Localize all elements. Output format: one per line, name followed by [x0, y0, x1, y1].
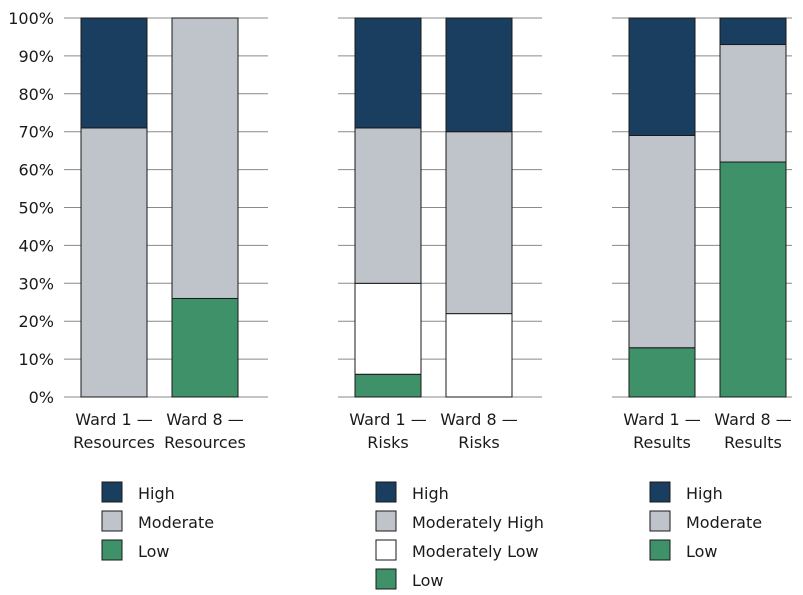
- legend-swatch-moderate: [649, 510, 671, 532]
- y-tick-label: 40%: [18, 236, 54, 255]
- category-label: Ward 8 —: [166, 410, 243, 429]
- legend-label: Low: [412, 571, 444, 590]
- legends: High Moderate Low High Moderately High Modera…: [101, 481, 762, 590]
- y-tick-label: 10%: [18, 350, 54, 369]
- bar-segment-low: [354, 373, 422, 398]
- legend-swatch-low: [375, 568, 397, 590]
- legend-label: High: [412, 484, 449, 503]
- legend-swatch-high: [649, 481, 671, 503]
- legend-swatch-high: [375, 481, 397, 503]
- legend-swatch-moderate: [101, 510, 123, 532]
- bar-segment-moderately-high: [354, 127, 422, 284]
- bar-segment-high: [628, 17, 696, 136]
- bar-segment-low: [719, 161, 787, 398]
- bar-segment-moderate: [719, 44, 787, 163]
- category-label: Risks: [367, 433, 409, 452]
- bar-segment-moderately-low: [445, 313, 513, 398]
- bar-segment-low: [628, 347, 696, 398]
- category-label: Results: [633, 433, 691, 452]
- y-tick-label: 30%: [18, 274, 54, 293]
- category-label: Ward 8 —: [440, 410, 517, 429]
- legend-label: Low: [686, 542, 718, 561]
- legend-label: Moderate: [138, 513, 214, 532]
- category-label: Resources: [73, 433, 155, 452]
- category-label: Ward 1 —: [75, 410, 152, 429]
- category-label: Ward 8 —: [714, 410, 791, 429]
- legend-label: High: [686, 484, 723, 503]
- bar-segment-moderate: [171, 17, 239, 299]
- category-label: Resources: [164, 433, 246, 452]
- legend-label: High: [138, 484, 175, 503]
- legend-label: Moderately Low: [412, 542, 539, 561]
- y-tick-label: 60%: [18, 161, 54, 180]
- legend-label: Moderately High: [412, 513, 544, 532]
- legend-swatch-moderately-low: [375, 539, 397, 561]
- y-tick-label: 0%: [29, 388, 54, 407]
- legend-swatch-low: [649, 539, 671, 561]
- bar-segment-moderate: [628, 134, 696, 349]
- y-tick-label: 50%: [18, 199, 54, 218]
- bar-segment-high: [80, 17, 148, 129]
- category-label: Risks: [458, 433, 500, 452]
- y-tick-label: 90%: [18, 47, 54, 66]
- bar-segment-high: [719, 17, 787, 46]
- category-labels: Ward 1 — Resources Ward 8 — Resources Ward 1…: [73, 410, 792, 452]
- legend-label: Moderate: [686, 513, 762, 532]
- legend-swatch-low: [101, 539, 123, 561]
- category-label: Ward 1 —: [349, 410, 426, 429]
- bars: [80, 17, 787, 398]
- y-tick-label: 70%: [18, 123, 54, 142]
- y-tick-label: 20%: [18, 312, 54, 331]
- bar-segment-moderate: [80, 127, 148, 398]
- y-axis-ticks: 0% 10% 20% 30% 40% 50% 60% 70% 80% 90% 100%: [8, 9, 54, 407]
- legend-label: Low: [138, 542, 170, 561]
- bar-segment-moderately-low: [354, 282, 422, 375]
- y-tick-label: 80%: [18, 85, 54, 104]
- category-label: Results: [724, 433, 782, 452]
- bar-segment-moderately-high: [445, 131, 513, 315]
- category-label: Ward 1 —: [623, 410, 700, 429]
- bar-segment-high: [354, 17, 422, 129]
- y-tick-label: 100%: [8, 9, 54, 28]
- legend-swatch-moderately-high: [375, 510, 397, 532]
- bar-segment-low: [171, 297, 239, 398]
- bar-segment-high: [445, 17, 513, 133]
- legend-swatch-high: [101, 481, 123, 503]
